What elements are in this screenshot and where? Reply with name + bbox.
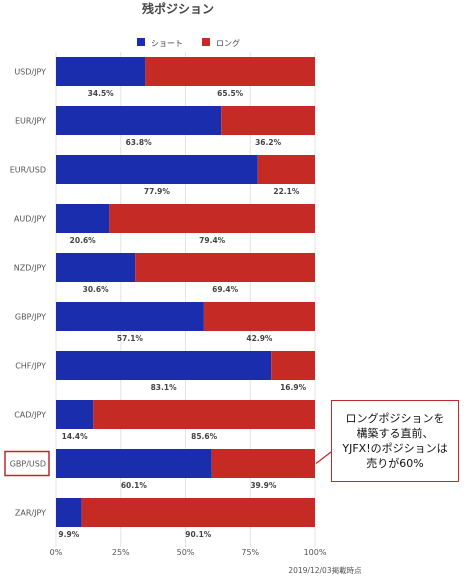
annotation-line-1: ロングポジションを: [345, 412, 445, 425]
data-label-long: 69.4%: [212, 285, 239, 294]
annotation-line-3: YJFX!のポジションは: [342, 442, 448, 455]
data-label-short: 83.1%: [151, 383, 178, 392]
data-label-short: 9.9%: [58, 530, 79, 539]
bar-long: [257, 155, 315, 184]
x-tick-label: 25%: [112, 548, 130, 557]
bar-short: [56, 106, 222, 135]
bar-long: [211, 449, 315, 478]
data-label-long: 42.9%: [246, 334, 273, 343]
data-label-long: 36.2%: [255, 138, 282, 147]
data-label-short: 34.5%: [88, 89, 115, 98]
bar-long: [93, 400, 316, 429]
legend-swatch-short: [137, 38, 145, 46]
chart-title: 残ポジション: [142, 1, 214, 16]
bar-long: [221, 106, 315, 135]
y-category-label: ZAR/JPY: [15, 509, 46, 518]
data-label-long: 79.4%: [199, 236, 226, 245]
data-label-short: 57.1%: [117, 334, 144, 343]
data-label-long: 16.9%: [280, 383, 307, 392]
annotation-line-2: 構築する直前、: [356, 427, 434, 440]
legend-label-short: ショート: [151, 39, 183, 48]
x-tick-label: 0%: [50, 548, 63, 557]
y-category-label: GBP/USD: [10, 460, 46, 469]
y-category-label: CHF/JPY: [15, 362, 46, 371]
annotation-line-4: 売りが60%: [366, 457, 424, 470]
data-label-short: 20.6%: [70, 236, 97, 245]
bar-short: [56, 302, 204, 331]
annotation-callout: ロングポジションを 構築する直前、 YJFX!のポジションは 売りが60%: [331, 400, 459, 482]
data-label-long: 65.5%: [217, 89, 244, 98]
bar-short: [56, 449, 212, 478]
legend-label-long: ロング: [216, 38, 240, 48]
bar-long: [81, 498, 316, 527]
y-category-label: AUD/JPY: [14, 215, 46, 224]
x-tick-label: 100%: [304, 548, 327, 557]
y-category-label: USD/JPY: [14, 68, 46, 77]
bar-short: [56, 351, 272, 380]
data-label-long: 90.1%: [185, 530, 212, 539]
bar-long: [271, 351, 315, 380]
data-label-short: 77.9%: [144, 187, 171, 196]
bar-short: [56, 253, 136, 282]
data-label-long: 22.1%: [273, 187, 300, 196]
bar-short: [56, 57, 146, 86]
legend-swatch-long: [202, 38, 210, 46]
bar-short: [56, 400, 94, 429]
bar-long: [203, 302, 315, 331]
bar-long: [145, 57, 315, 86]
x-tick-label: 50%: [177, 548, 195, 557]
bar-short: [56, 204, 110, 233]
y-category-label: EUR/JPY: [15, 117, 46, 126]
y-category-label: NZD/JPY: [14, 264, 46, 273]
y-category-label: CAD/JPY: [14, 411, 46, 420]
footnote: 2019/12/03掲載時点: [288, 565, 362, 575]
highlight-box: [4, 450, 50, 477]
y-category-label: EUR/USD: [10, 166, 46, 175]
data-label-short: 60.1%: [121, 481, 148, 490]
data-label-short: 14.4%: [62, 432, 89, 441]
data-label-short: 30.6%: [83, 285, 110, 294]
bar-short: [56, 155, 258, 184]
bar-short: [56, 498, 82, 527]
data-label-long: 85.6%: [191, 432, 218, 441]
bar-long: [109, 204, 315, 233]
x-tick-label: 75%: [241, 548, 259, 557]
bar-long: [135, 253, 315, 282]
y-category-label: GBP/JPY: [15, 313, 46, 322]
callout-connector: [315, 451, 332, 464]
data-label-short: 63.8%: [126, 138, 153, 147]
data-label-long: 39.9%: [250, 481, 277, 490]
